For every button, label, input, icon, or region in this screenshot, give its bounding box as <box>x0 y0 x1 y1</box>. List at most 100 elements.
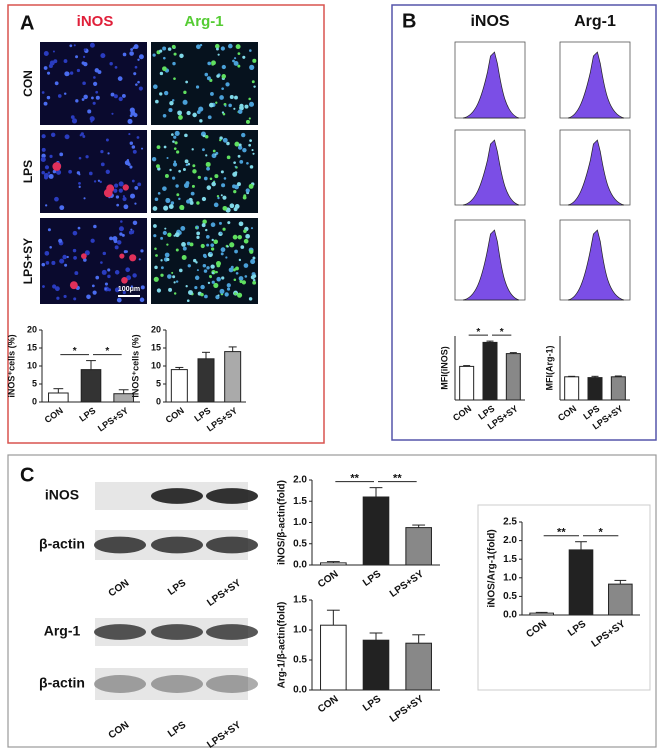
cell <box>235 44 241 50</box>
cell <box>154 197 159 202</box>
cell <box>132 220 138 226</box>
cell <box>253 85 256 88</box>
cell <box>225 82 230 87</box>
cell <box>114 270 120 275</box>
cell <box>73 297 77 301</box>
cell <box>93 180 97 183</box>
cell <box>63 92 67 95</box>
lane-label: CON <box>107 578 132 600</box>
cell <box>216 194 220 198</box>
cell <box>82 81 86 86</box>
row-label: LPS+SY <box>21 238 35 284</box>
cell <box>206 266 210 270</box>
cell <box>185 80 188 84</box>
cell <box>237 145 243 150</box>
cell <box>187 162 191 166</box>
band <box>94 536 146 554</box>
cell <box>177 110 182 116</box>
cell <box>238 221 244 227</box>
cell <box>95 275 100 280</box>
cell <box>229 203 235 209</box>
cell <box>184 133 188 138</box>
cell <box>168 108 173 113</box>
cell <box>232 184 236 189</box>
cell <box>222 112 226 116</box>
cell <box>220 194 223 197</box>
cell <box>41 170 45 175</box>
cell <box>41 134 46 139</box>
cell <box>123 204 129 210</box>
cell <box>180 225 186 231</box>
cell <box>106 288 110 292</box>
cell <box>218 221 222 225</box>
cell <box>125 267 131 273</box>
cell <box>159 92 163 96</box>
cell <box>129 114 133 118</box>
cell <box>174 232 180 238</box>
cell <box>206 76 211 81</box>
cell <box>107 268 111 272</box>
cell <box>199 43 203 47</box>
cell <box>83 48 87 52</box>
cell <box>46 71 51 75</box>
lane-label: LPS <box>166 577 189 597</box>
cell <box>57 94 62 98</box>
cell <box>227 221 231 225</box>
cell <box>241 280 247 285</box>
y-tick-label: 1.0 <box>503 572 517 583</box>
cell <box>133 112 138 118</box>
column-header: Arg-1 <box>574 13 616 30</box>
cell <box>196 231 201 236</box>
cell <box>63 294 67 299</box>
y-axis-label: iNOS⁺cells (%) <box>130 334 140 397</box>
cell <box>191 148 194 151</box>
cell <box>93 81 98 86</box>
cell <box>219 232 223 235</box>
x-tick-label: LPS <box>361 568 384 588</box>
lane-label: LPS+SY <box>205 577 243 608</box>
cell <box>43 51 49 56</box>
cell <box>215 47 219 51</box>
cell <box>187 264 191 268</box>
cell <box>78 182 81 185</box>
cell <box>240 245 245 249</box>
cell <box>118 181 124 187</box>
cell <box>172 61 176 66</box>
cell <box>233 292 237 296</box>
cell <box>235 271 239 275</box>
y-tick-label: 20 <box>27 324 37 334</box>
bar <box>80 369 102 403</box>
cell <box>198 106 204 112</box>
cell <box>152 206 158 211</box>
cell <box>238 258 242 262</box>
cell <box>252 58 257 63</box>
cell <box>130 48 134 51</box>
cell <box>164 227 167 230</box>
significance-label: * <box>500 327 504 338</box>
x-tick-label: LPS <box>566 618 589 638</box>
cell <box>250 227 254 230</box>
cell <box>156 288 162 293</box>
cell <box>79 134 82 137</box>
blot-label: β-actin <box>39 675 85 691</box>
y-tick-label: 10 <box>27 360 37 370</box>
cell-positive <box>121 276 128 284</box>
cell <box>134 186 139 190</box>
cell <box>234 95 238 100</box>
cell <box>97 70 102 75</box>
scale-bar-label: 100μm <box>118 286 140 293</box>
cell <box>202 219 207 224</box>
cell <box>234 249 238 254</box>
cell-positive <box>69 281 78 290</box>
bar <box>224 351 242 403</box>
cell <box>70 115 75 120</box>
y-tick-label: 5 <box>156 378 161 388</box>
y-tick-label: 15 <box>27 342 37 352</box>
cell <box>117 76 123 82</box>
cell <box>248 101 255 107</box>
cell <box>221 276 225 280</box>
cell <box>54 196 59 202</box>
cell <box>179 53 184 59</box>
cell <box>248 117 251 120</box>
cell <box>185 285 188 288</box>
